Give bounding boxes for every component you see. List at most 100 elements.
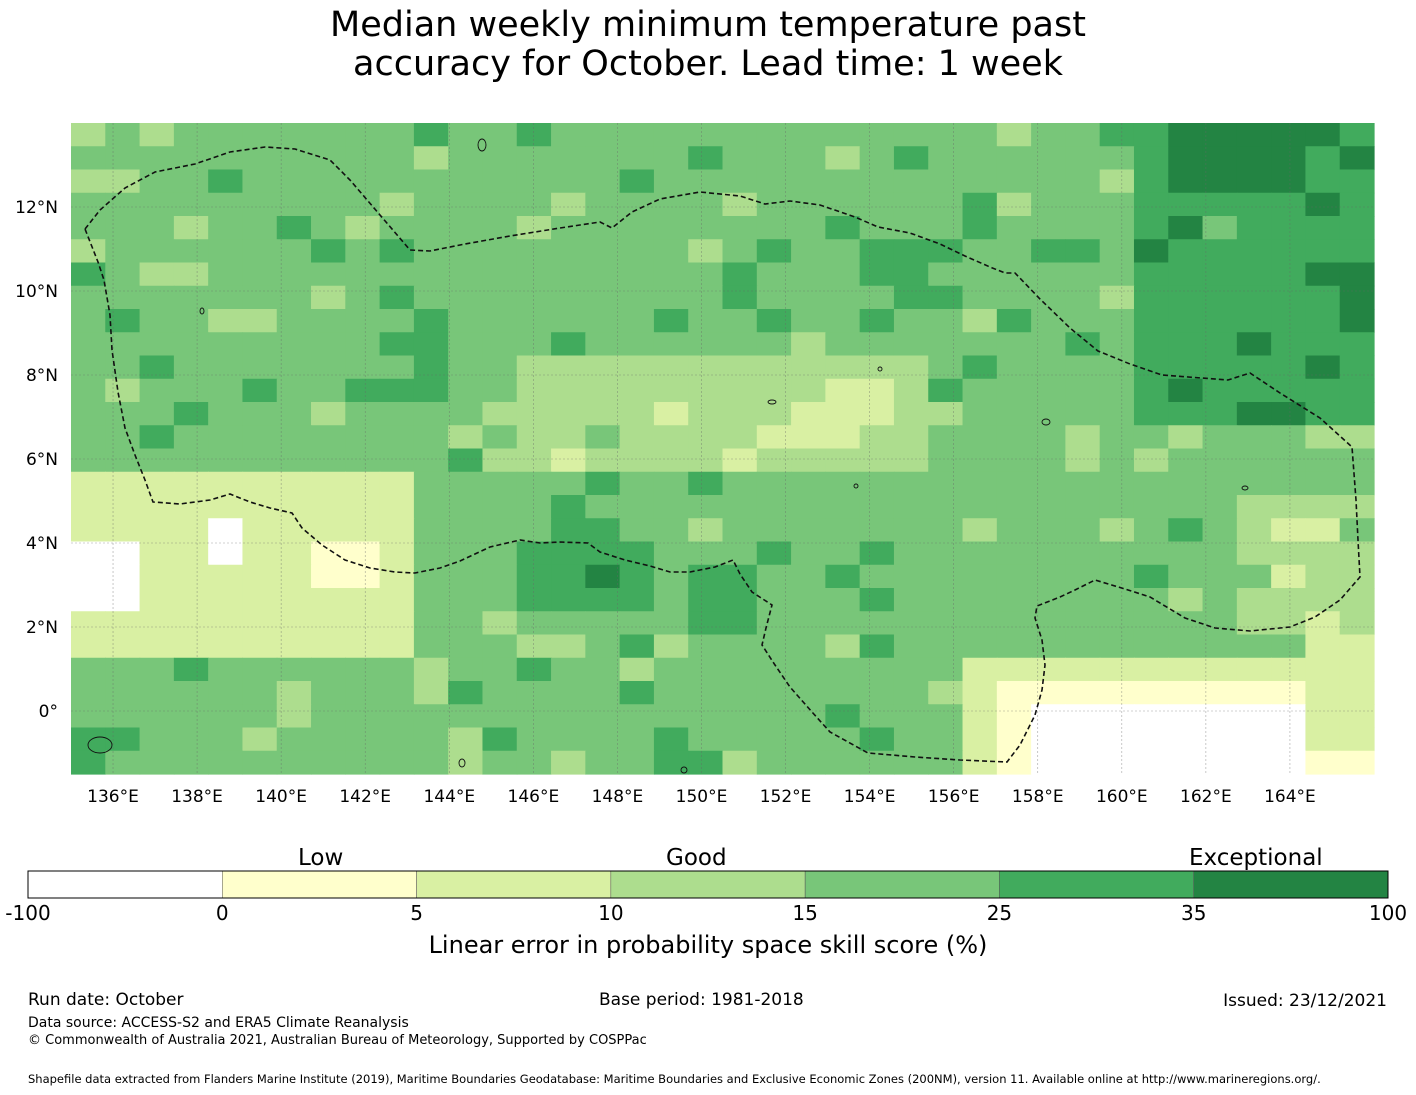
grid-cell: [413, 634, 449, 659]
grid-cell: [448, 518, 484, 543]
grid-cell: [311, 495, 346, 519]
grid-cell: [516, 704, 552, 729]
grid-cell: [1305, 262, 1341, 287]
grid-cell: [1271, 634, 1307, 659]
grid-cell: [962, 634, 998, 659]
grid-cell: [551, 262, 586, 287]
grid-cell: [448, 123, 484, 147]
grid-cell: [756, 681, 792, 705]
grid-cell: [1271, 518, 1307, 543]
grid-cell: [71, 704, 106, 729]
grid-cell: [893, 285, 929, 310]
grid-cell: [1133, 541, 1169, 566]
grid-cell: [276, 216, 312, 240]
grid-cell: [311, 309, 346, 333]
colorbar-label-low: Low: [298, 845, 344, 871]
grid-cell: [208, 518, 244, 543]
grid-cell: [825, 355, 861, 380]
grid-cell: [516, 657, 552, 682]
grid-cell: [928, 216, 964, 240]
grid-cell: [105, 378, 141, 403]
grid-cell: [1133, 216, 1169, 240]
grid-cell: [1065, 495, 1101, 519]
grid-cell: [1133, 425, 1169, 450]
grid-cell: [1202, 169, 1238, 194]
grid-cell: [482, 216, 518, 240]
grid-cell: [551, 727, 586, 752]
grid-cell: [1168, 541, 1204, 566]
grid-cell: [379, 378, 415, 403]
grid-cell: [688, 262, 724, 287]
grid-cell: [893, 355, 929, 380]
grid-cell: [208, 262, 244, 287]
grid-cell: [893, 727, 929, 752]
grid-cell: [379, 727, 415, 752]
grid-cell: [859, 123, 895, 147]
grid-cell: [448, 611, 484, 636]
grid-cell: [825, 332, 861, 357]
grid-cell: [1099, 588, 1135, 612]
grid-cell: [859, 402, 895, 426]
grid-cell: [1202, 471, 1238, 496]
grid-cell: [722, 216, 758, 240]
grid-cell: [653, 518, 689, 543]
grid-cell: [551, 541, 586, 566]
grid-cell: [962, 239, 998, 264]
grid-cell: [653, 169, 689, 194]
grid-cell: [1065, 611, 1101, 636]
grid-cell: [722, 727, 758, 752]
grid-cell: [139, 657, 175, 682]
grid-cell: [516, 425, 552, 450]
grid-cell: [413, 495, 449, 519]
grid-cell: [173, 402, 209, 426]
grid-cell: [791, 564, 826, 589]
grid-cell: [1099, 378, 1135, 403]
grid-cell: [311, 355, 346, 380]
grid-cell: [722, 495, 758, 519]
grid-cell: [1168, 285, 1204, 310]
grid-cell: [1236, 262, 1272, 287]
grid-cell: [311, 285, 346, 310]
grid-cell: [551, 285, 586, 310]
grid-cell: [242, 611, 278, 636]
grid-cell: [996, 704, 1032, 729]
grid-cell: [688, 285, 724, 310]
grid-cell: [208, 402, 244, 426]
colorbar-title: Linear error in probability space skill …: [428, 931, 988, 959]
grid-cell: [585, 727, 621, 752]
grid-cell: [1133, 611, 1169, 636]
grid-cell: [276, 727, 312, 752]
grid-cell: [345, 378, 381, 403]
grid-cell: [105, 541, 141, 566]
grid-cell: [482, 448, 518, 473]
grid-cell: [516, 262, 552, 287]
grid-cell: [139, 192, 175, 217]
grid-cell: [585, 146, 621, 171]
grid-cell: [208, 309, 244, 333]
grid-cell: [1305, 216, 1341, 240]
island: [1241, 485, 1249, 491]
grid-cell: [105, 402, 141, 426]
grid-cell: [516, 681, 552, 705]
grid-cell: [996, 146, 1032, 171]
grid-cell: [242, 378, 278, 403]
grid-cell: [756, 518, 792, 543]
colorbar-outline: [27, 870, 1389, 899]
grid-cell: [242, 704, 278, 729]
grid-cell: [208, 495, 244, 519]
grid-cell: [1271, 309, 1307, 333]
grid-cell: [105, 681, 141, 705]
grid-cell: [619, 541, 655, 566]
grid-cell: [345, 471, 381, 496]
grid-cell: [413, 681, 449, 705]
grid-cell: [1305, 750, 1341, 775]
colorbar-boundary-value: 25: [986, 901, 1013, 925]
grid-cell: [1168, 378, 1204, 403]
grid-cell: [242, 564, 278, 589]
grid-cell: [71, 471, 106, 496]
grid-cell: [893, 378, 929, 403]
grid-cell: [71, 448, 106, 473]
grid-cell: [1305, 402, 1341, 426]
island: [199, 307, 205, 315]
grid-cell: [928, 146, 964, 171]
